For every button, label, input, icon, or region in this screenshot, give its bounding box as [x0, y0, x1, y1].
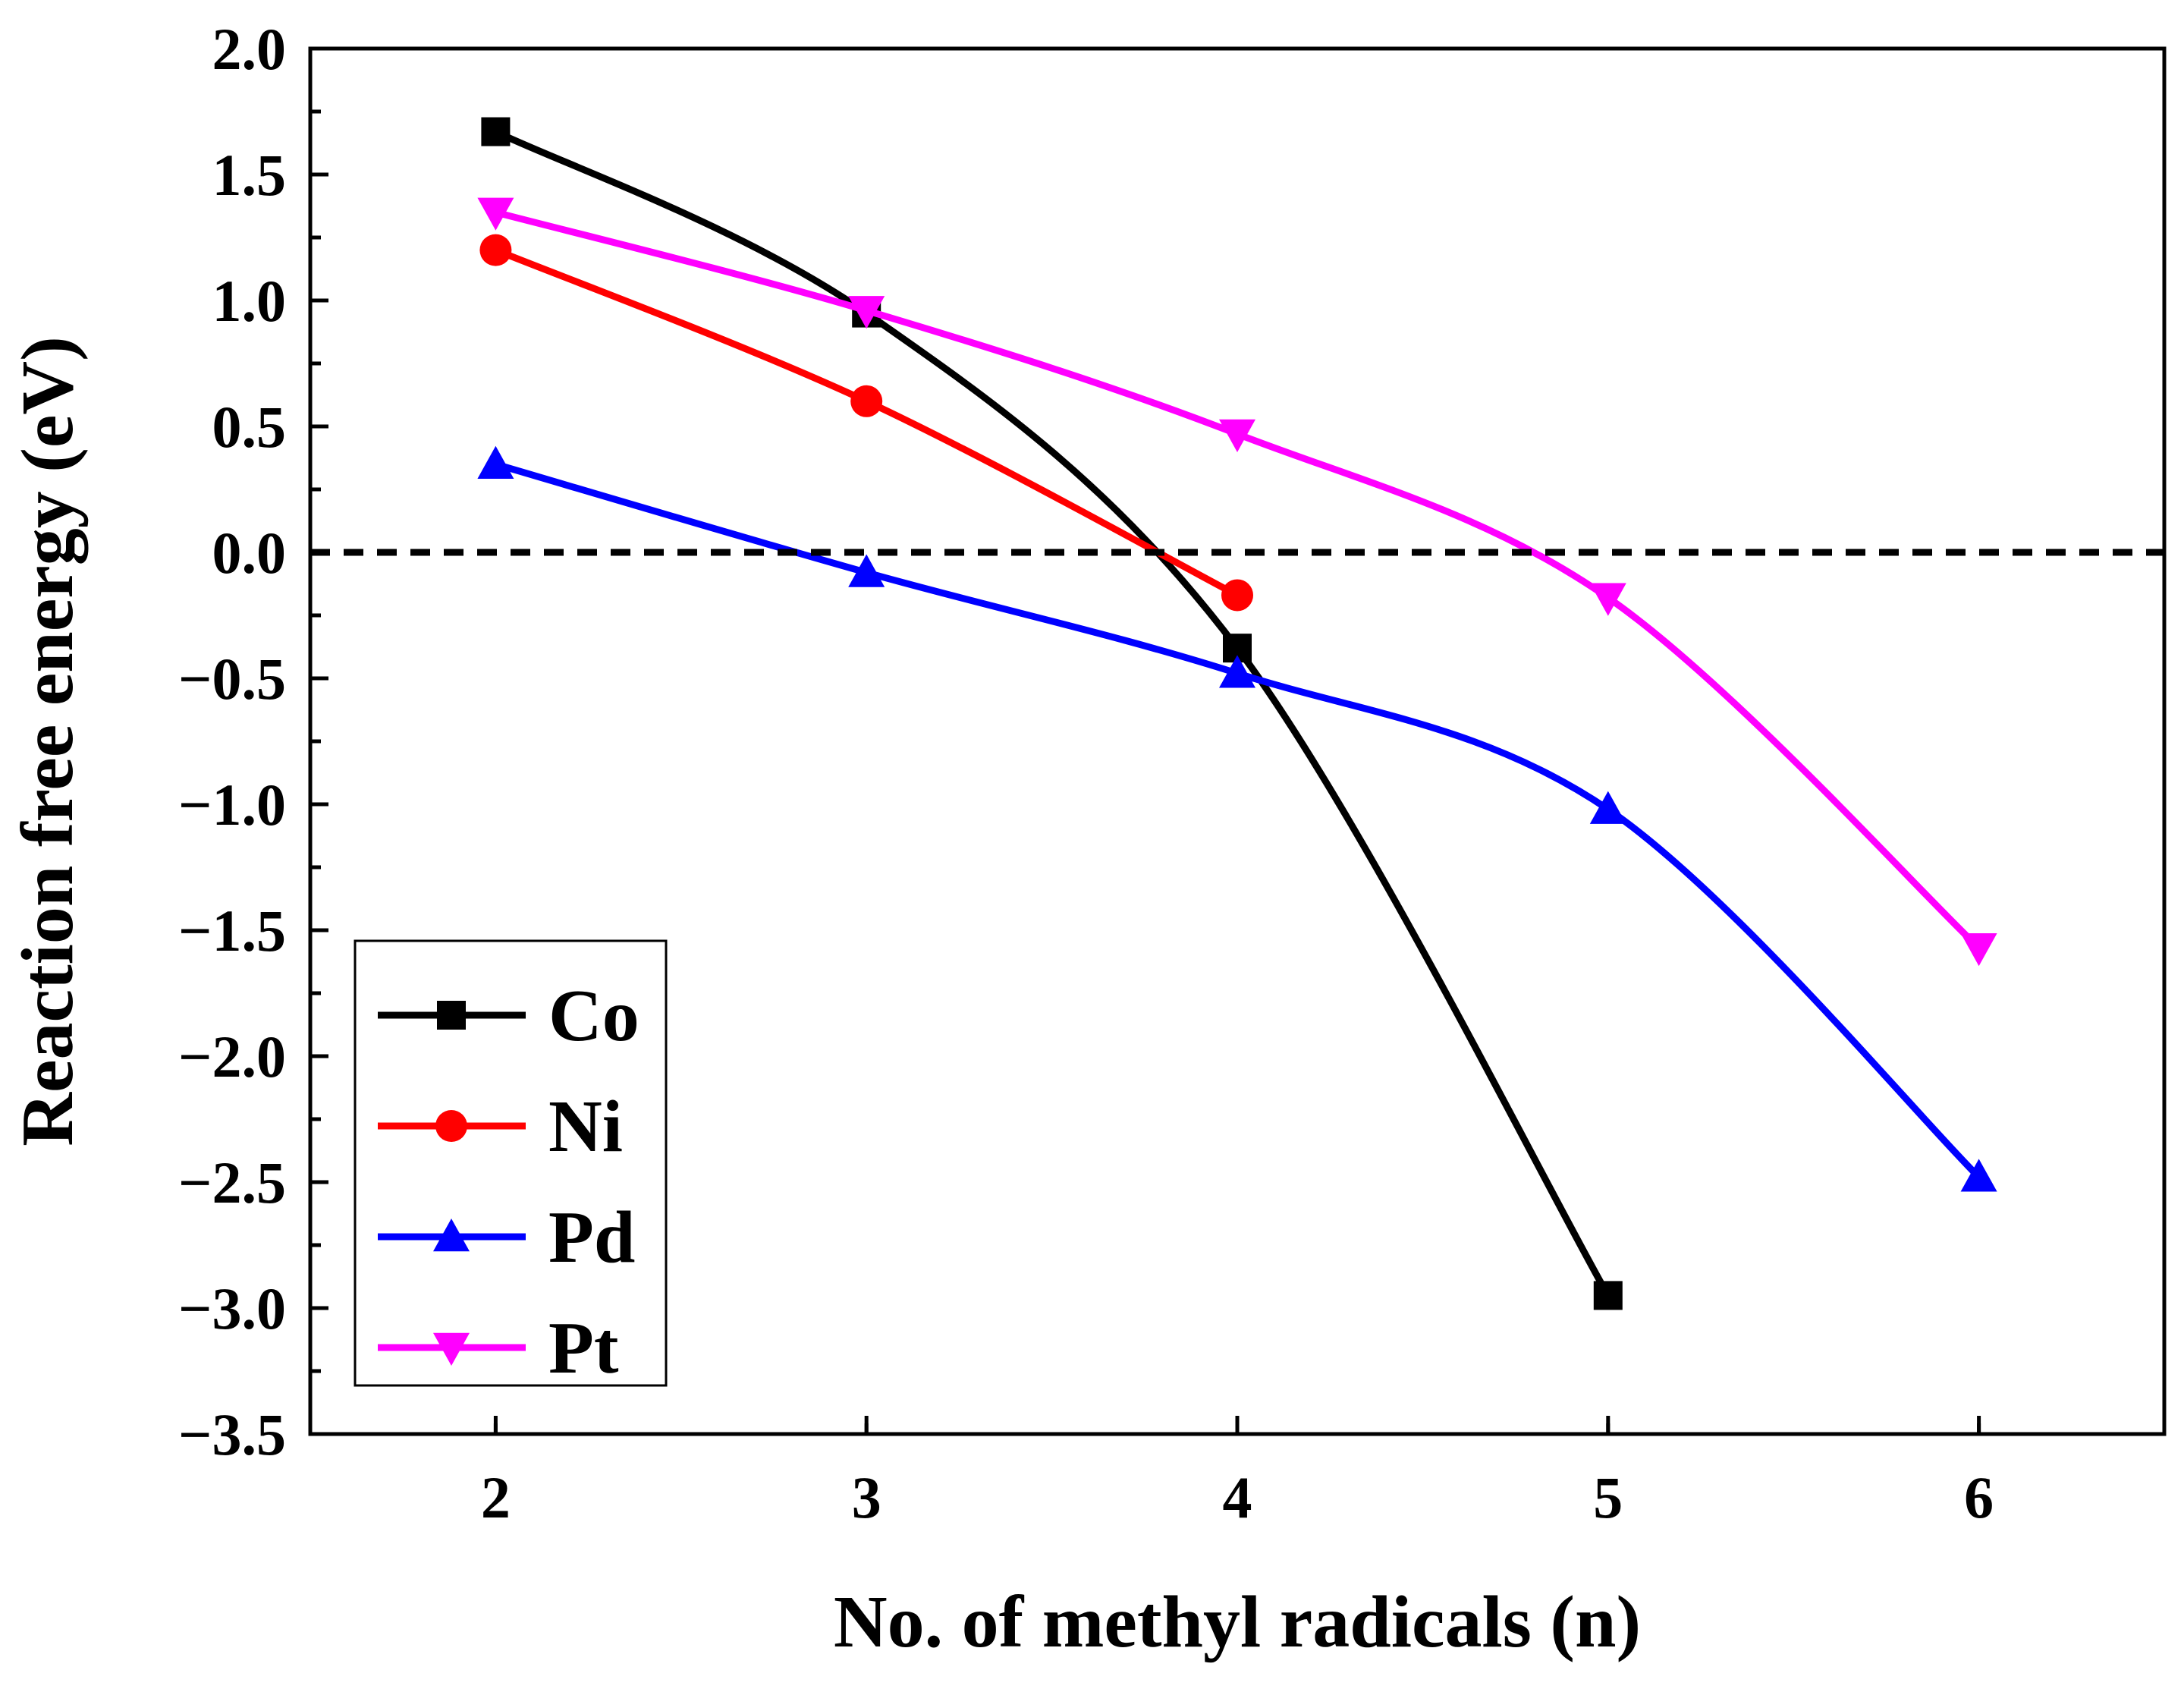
y-tick-label: −3.0 — [178, 1275, 286, 1341]
x-tick-label: 6 — [1964, 1464, 1994, 1530]
legend-label-pd: Pd — [548, 1197, 635, 1278]
legend-label-ni: Ni — [548, 1086, 623, 1168]
legend-marker-pd — [433, 1219, 470, 1252]
y-tick-label: −0.5 — [178, 646, 286, 712]
data-point-pd — [1960, 1159, 1997, 1192]
y-tick-label: −2.5 — [178, 1149, 286, 1216]
x-axis-title: No. of methyl radicals (n) — [834, 1581, 1641, 1663]
legend-marker-ni — [435, 1110, 467, 1142]
data-point-pt — [848, 296, 885, 329]
series-line-pt — [492, 209, 1983, 951]
data-point-co — [1593, 1281, 1623, 1310]
y-tick-label: −1.5 — [178, 898, 286, 964]
data-point-pt — [477, 197, 514, 231]
y-tick-label: 0.5 — [212, 394, 287, 460]
y-tick-label: −1.0 — [178, 772, 286, 838]
x-tick-label: 5 — [1593, 1464, 1623, 1530]
data-point-pt — [1960, 933, 1997, 967]
y-tick-label: 2.0 — [212, 16, 287, 82]
y-tick-label: −3.5 — [178, 1401, 286, 1467]
data-point-pd — [848, 554, 885, 587]
x-tick-label: 4 — [1223, 1464, 1252, 1530]
x-tick-label: 3 — [852, 1464, 881, 1530]
series-line-co — [492, 128, 1612, 1299]
legend-label-co: Co — [548, 975, 639, 1057]
y-tick-label: −2.0 — [178, 1024, 286, 1090]
ticks-layer: 2 3 4 5 6 2.0 1.5 1.0 0.5 0.0 −0.5 −1.0 −1.5 −2.0 −2.5… — [178, 16, 1994, 1530]
legend-item-ni: Ni — [378, 1086, 623, 1168]
x-tick-label: 2 — [481, 1464, 511, 1530]
series-ni — [479, 234, 1253, 612]
legend-marker-pt — [433, 1332, 470, 1366]
y-tick-label: 1.0 — [212, 268, 287, 334]
data-point-pt — [1219, 419, 1255, 452]
legend-marker-co — [437, 1001, 466, 1030]
series-pd — [477, 445, 1997, 1192]
legend-label-pt: Pt — [548, 1307, 619, 1389]
legend: Co Ni Pd Pt — [354, 939, 668, 1389]
data-point-ni — [1221, 579, 1253, 612]
legend-item-pd: Pd — [378, 1197, 635, 1278]
y-axis-title: Reaction free energy (eV) — [7, 336, 89, 1146]
data-point-co — [481, 117, 511, 146]
legend-item-pt: Pt — [378, 1307, 619, 1389]
data-point-pd — [477, 445, 514, 479]
data-point-pd — [1589, 791, 1626, 824]
series-line-pd — [492, 461, 1983, 1181]
series-layer — [477, 117, 1997, 1310]
y-tick-label: 1.5 — [212, 142, 287, 208]
data-point-pd — [1219, 655, 1255, 688]
data-point-ni — [850, 385, 883, 417]
series-pt — [477, 197, 1997, 967]
data-point-ni — [479, 234, 512, 266]
y-tick-label: 0.0 — [212, 520, 287, 586]
data-point-pt — [1589, 583, 1626, 616]
legend-item-co: Co — [378, 975, 639, 1057]
